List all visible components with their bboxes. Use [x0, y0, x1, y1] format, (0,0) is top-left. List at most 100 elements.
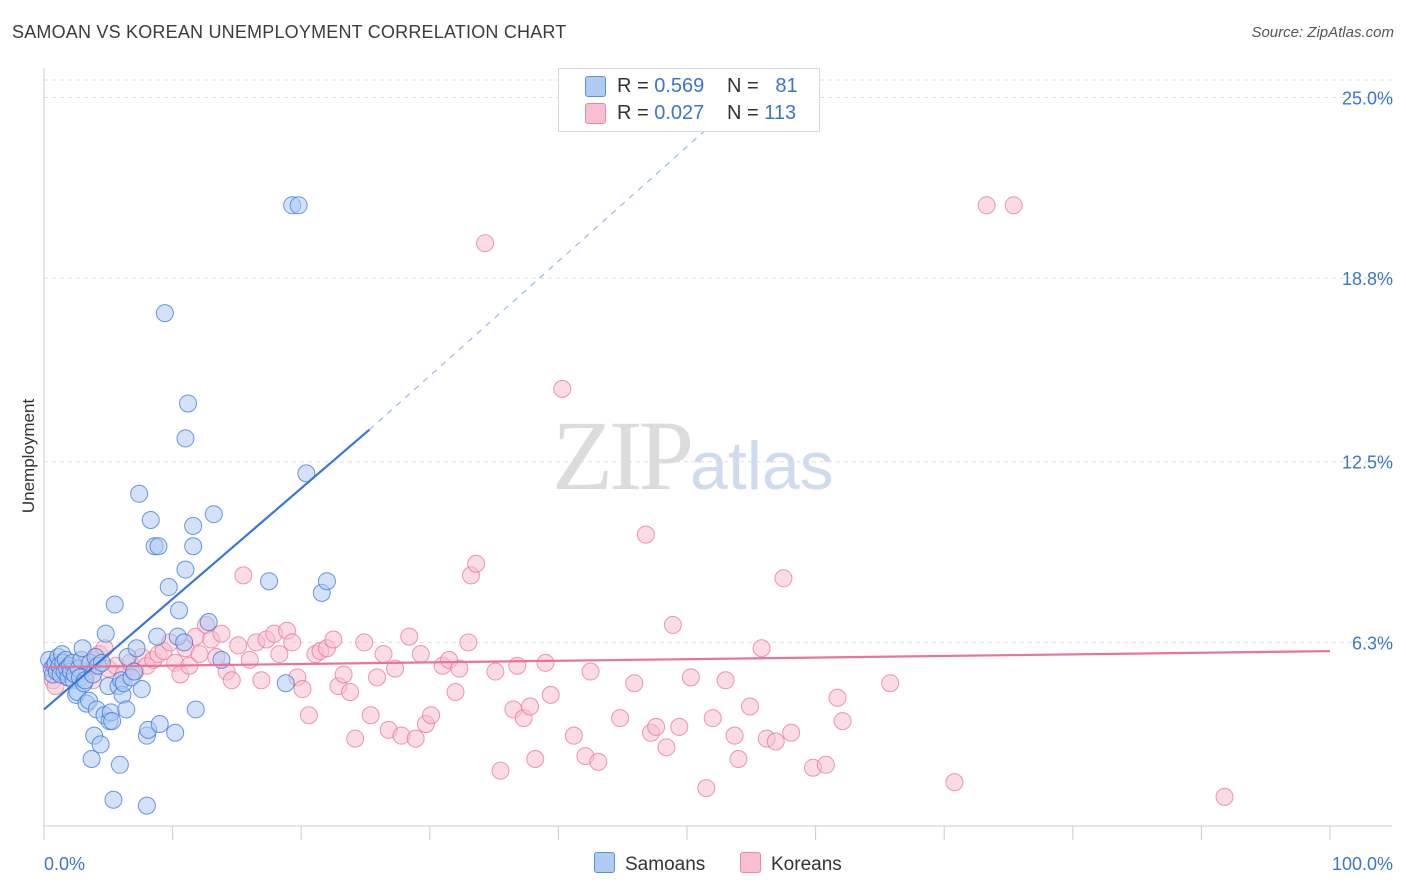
samoans-label: Samoans [625, 854, 706, 875]
y-tick-label: 25.0% [1342, 88, 1393, 108]
koreans-point [234, 566, 253, 585]
correlation-legend: R = 0.569 N = 81 R = 0.027 N = 113 [558, 68, 820, 132]
koreans-point [222, 671, 241, 690]
legend-n-koreans: N = 113 [727, 102, 797, 124]
koreans-point [581, 662, 600, 681]
samoans-swatch [594, 852, 615, 873]
samoans-point [184, 537, 203, 556]
koreans-point [467, 554, 486, 573]
samoans-point [317, 572, 336, 591]
samoans-point [186, 700, 205, 719]
koreans-point [324, 630, 343, 649]
samoans-point [96, 624, 115, 643]
samoans-point [289, 196, 308, 215]
koreans-point [828, 688, 847, 707]
x-tick-label: 0.0% [44, 854, 85, 874]
koreans-point [190, 645, 209, 664]
trend-lines [43, 123, 1331, 711]
samoans-point [104, 790, 123, 809]
koreans-point [299, 706, 318, 725]
watermark-atlas: atlas [690, 428, 834, 504]
samoans-point [91, 735, 110, 754]
koreans-point [386, 659, 405, 678]
koreans-point [625, 674, 644, 693]
koreans-point [293, 680, 312, 699]
axis-labels: 6.3% 12.5% 18.8% 25.0% 0.0% 100.0% Unemploymen… [19, 88, 1393, 874]
koreans-point [782, 723, 801, 742]
koreans-points [44, 196, 1234, 806]
koreans-point [446, 682, 465, 701]
koreans-point [716, 671, 735, 690]
koreans-point [663, 615, 682, 634]
y-axis-title: Unemployment [19, 399, 38, 514]
koreans-point [703, 709, 722, 728]
samoans-point [127, 639, 146, 658]
koreans-point [355, 633, 374, 652]
samoans-point [149, 537, 168, 556]
legend-r-samoans: R = 0.569 [617, 75, 705, 97]
samoans-point [125, 662, 144, 681]
koreans-point [341, 682, 360, 701]
koreans-point [476, 234, 495, 253]
koreans-point [459, 633, 478, 652]
koreans-trend-line [43, 650, 1331, 669]
y-tick-label: 6.3% [1352, 633, 1393, 653]
samoans-point [297, 464, 316, 483]
samoans-point [137, 796, 156, 815]
koreans-point [521, 697, 540, 716]
samoans-point [73, 639, 92, 658]
chart-title: SAMOAN VS KOREAN UNEMPLOYMENT CORRELATIO… [12, 22, 567, 42]
koreans-point [229, 636, 248, 655]
samoans-point [130, 484, 149, 503]
koreans-point [774, 569, 793, 588]
koreans-point [741, 697, 760, 716]
source-label: Source: ZipAtlas.com [1251, 24, 1394, 41]
koreans-point [240, 650, 259, 669]
koreans-point [766, 732, 785, 751]
samoans-point [175, 633, 194, 652]
samoans-trend-extension [368, 123, 714, 431]
koreans-point [491, 761, 510, 780]
koreans-point [589, 752, 608, 771]
koreans-point [553, 379, 572, 398]
samoans-point [176, 429, 195, 448]
koreans-point [411, 645, 430, 664]
bottom-legend-koreans[interactable]: Koreans [740, 852, 842, 876]
axes [43, 68, 1392, 840]
x-tick-label: 100.0% [1332, 854, 1393, 874]
legend-row-koreans: R = 0.027 N = 113 [559, 100, 819, 126]
koreans-point [368, 668, 387, 687]
koreans-point [400, 627, 419, 646]
watermark-zip: ZIP [552, 400, 694, 511]
koreans-point [670, 717, 689, 736]
koreans-point [881, 674, 900, 693]
legend-n-samoans: N = 81 [727, 75, 798, 97]
samoans-point [260, 572, 279, 591]
grid-lines [44, 79, 1392, 643]
samoans-point [276, 674, 295, 693]
samoans-point [82, 749, 101, 768]
legend-swatch-samoans [585, 76, 606, 97]
y-tick-label: 12.5% [1342, 453, 1393, 473]
bottom-legend-samoans[interactable]: Samoans [594, 852, 705, 876]
samoans-trend-line [43, 428, 371, 711]
koreans-point [816, 755, 835, 774]
samoans-point [176, 560, 195, 579]
samoans-point [117, 700, 136, 719]
koreans-point [1215, 787, 1234, 806]
koreans-label: Koreans [771, 854, 842, 875]
koreans-point [486, 662, 505, 681]
koreans-point [374, 645, 393, 664]
samoans-point [92, 653, 111, 672]
koreans-point [725, 726, 744, 745]
samoans-point [155, 304, 174, 323]
koreans-point [422, 706, 441, 725]
koreans-point [252, 671, 271, 690]
koreans-point [541, 685, 560, 704]
koreans-point [681, 668, 700, 687]
koreans-point [283, 633, 302, 652]
legend-r-koreans: R = 0.027 [617, 102, 705, 124]
koreans-point [212, 624, 231, 643]
samoans-point [166, 723, 185, 742]
